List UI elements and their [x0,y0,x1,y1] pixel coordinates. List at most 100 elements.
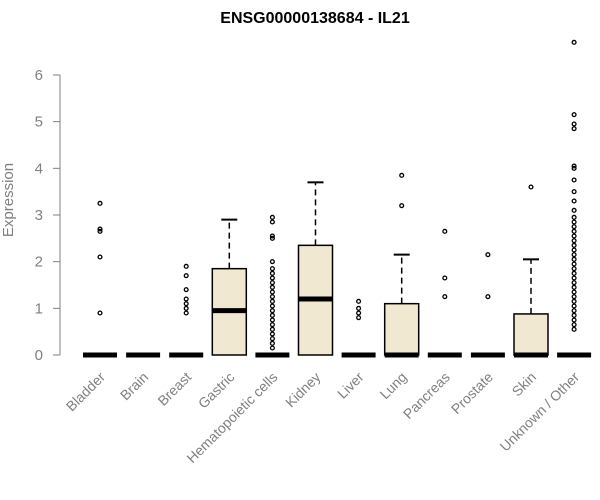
y-tick-label: 3 [35,207,43,224]
y-tick-label: 0 [35,347,43,364]
box-prostate [470,252,505,358]
outlier-point [571,247,577,253]
outlier-point [97,228,103,234]
outlier-point [269,270,275,276]
outlier-point [269,289,275,295]
outlier-point [356,315,362,321]
y-tick-label: 6 [35,67,43,84]
x-tick-label: Bladder [63,369,109,415]
outlier-point [571,228,577,234]
outlier-point [571,261,577,267]
outlier-point [571,289,577,295]
outlier-point [528,184,534,190]
outlier-point [571,326,577,332]
y-tick-label: 5 [35,114,43,131]
outlier-point [571,112,577,118]
outlier-point [485,252,491,258]
outlier-point [269,326,275,332]
outlier-point [97,200,103,206]
outlier-point [442,228,448,234]
outlier-point [97,310,103,316]
x-tick-label: Pancreas [400,369,453,422]
box-kidney [297,181,334,356]
outlier-point [571,280,577,286]
outlier-point [356,310,362,316]
outlier-point [399,172,405,178]
x-tick-label: Brain [117,369,151,403]
outlier-point [269,284,275,290]
outlier-point [571,189,577,195]
y-tick-label: 1 [35,300,43,317]
outlier-point [356,298,362,304]
x-tick-label: Lung [376,369,409,402]
outlier-point [571,165,577,171]
box-skin [513,184,549,358]
x-tick-label: Unknown / Other [497,369,583,455]
outlier-point [269,235,275,241]
outlier-point [269,345,275,351]
chart-title: ENSG00000138684 - IL21 [220,10,410,27]
boxes [83,39,592,358]
outlier-point [269,233,275,239]
box-iqr [383,302,420,356]
outlier-point [269,336,275,342]
outlier-point [442,294,448,300]
outlier-point [97,254,103,260]
x-tick-label: Breast [154,369,194,409]
x-tick-label: Skin [509,369,540,400]
outlier-point [571,224,577,230]
x-tick-label: Gastric [195,369,238,412]
outlier-point [442,275,448,281]
x-tick-label: Prostate [448,369,496,417]
outlier-point [571,298,577,304]
outlier-point [571,284,577,290]
outlier-point [269,340,275,346]
outlier-point [571,322,577,328]
outlier-point [571,238,577,244]
box-iqr [513,313,549,356]
outlier-point [269,219,275,225]
outlier-point [183,263,189,269]
outlier-point [97,226,103,232]
y-tick-label: 4 [35,160,43,177]
box-gastric [211,218,248,356]
outlier-point [183,310,189,316]
outlier-point [356,305,362,311]
outlier-point [269,214,275,220]
box-liver [341,298,376,358]
outlier-point [269,331,275,337]
outlier-point [571,233,577,239]
outlier-point [269,294,275,300]
outlier-point [571,256,577,262]
box-unknown-other [557,39,592,358]
outlier-point [183,296,189,302]
outlier-point [571,219,577,225]
outlier-point [269,298,275,304]
outlier-point [269,259,275,265]
outlier-point [571,177,577,183]
outlier-point [183,287,189,293]
outlier-point [571,126,577,132]
outlier-point [571,252,577,258]
outlier-point [571,39,577,45]
outlier-point [571,303,577,309]
outlier-point [571,275,577,281]
outlier-point [571,308,577,314]
y-axis-label: Expression [0,163,17,237]
outlier-point [269,280,275,286]
y-axis: 0 1 2 3 4 5 6 [35,67,61,364]
outlier-point [269,275,275,281]
x-tick-label: Liver [334,369,367,402]
outlier-point [571,294,577,300]
outlier-point [183,273,189,279]
outlier-point [183,305,189,311]
outlier-point [571,242,577,248]
box-bladder [83,200,117,358]
outlier-point [269,322,275,328]
outlier-point [571,317,577,323]
outlier-point [571,198,577,204]
outlier-point [269,303,275,309]
outlier-point [571,121,577,127]
